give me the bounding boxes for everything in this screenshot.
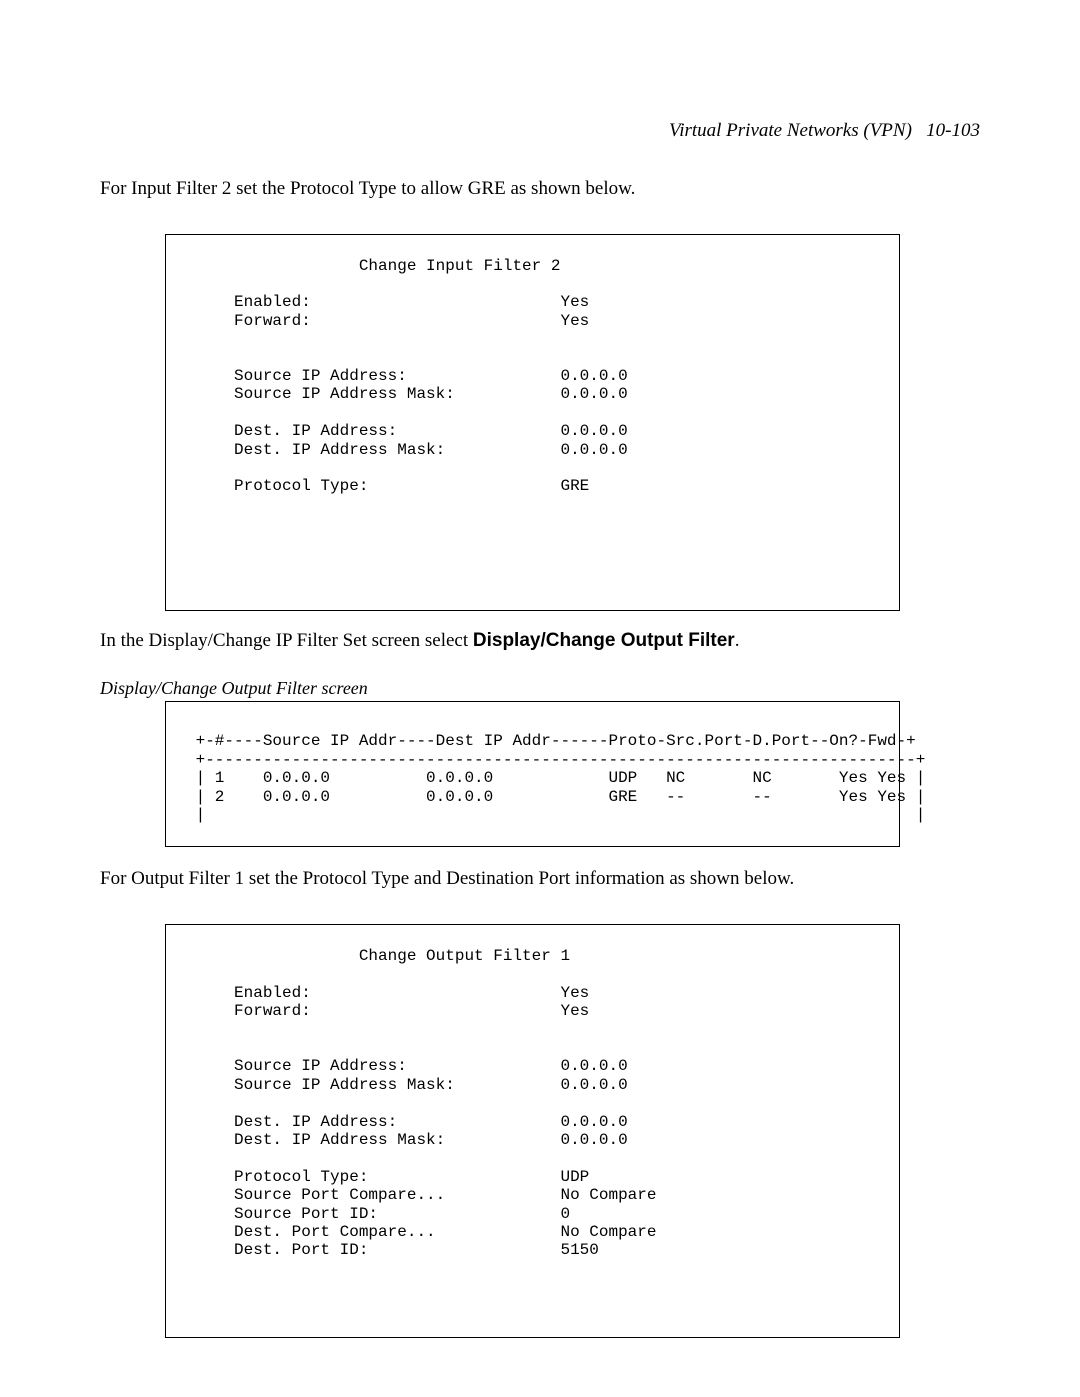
section2-intro-bold: Display/Change Output Filter bbox=[473, 630, 735, 651]
section3-intro: For Output Filter 1 set the Protocol Typ… bbox=[100, 867, 980, 892]
document-page: Virtual Private Networks (VPN) 10-103 Fo… bbox=[0, 0, 1080, 1397]
terminal-output-filter-1: Change Output Filter 1 Enabled: Yes Forw… bbox=[165, 924, 900, 1338]
header-title: Virtual Private Networks (VPN) bbox=[669, 120, 912, 141]
section2-caption: Display/Change Output Filter screen bbox=[100, 678, 980, 699]
section2-intro-post: . bbox=[735, 630, 740, 651]
terminal-input-filter-2: Change Input Filter 2 Enabled: Yes Forwa… bbox=[165, 234, 900, 611]
header-page-ref: 10-103 bbox=[926, 120, 980, 141]
terminal-output-filter-list: +-#----Source IP Addr----Dest IP Addr---… bbox=[165, 701, 900, 847]
section2-intro-pre: In the Display/Change IP Filter Set scre… bbox=[100, 630, 473, 651]
section1-intro: For Input Filter 2 set the Protocol Type… bbox=[100, 177, 980, 202]
section2-intro: In the Display/Change IP Filter Set scre… bbox=[100, 629, 980, 654]
page-header: Virtual Private Networks (VPN) 10-103 bbox=[100, 120, 980, 142]
